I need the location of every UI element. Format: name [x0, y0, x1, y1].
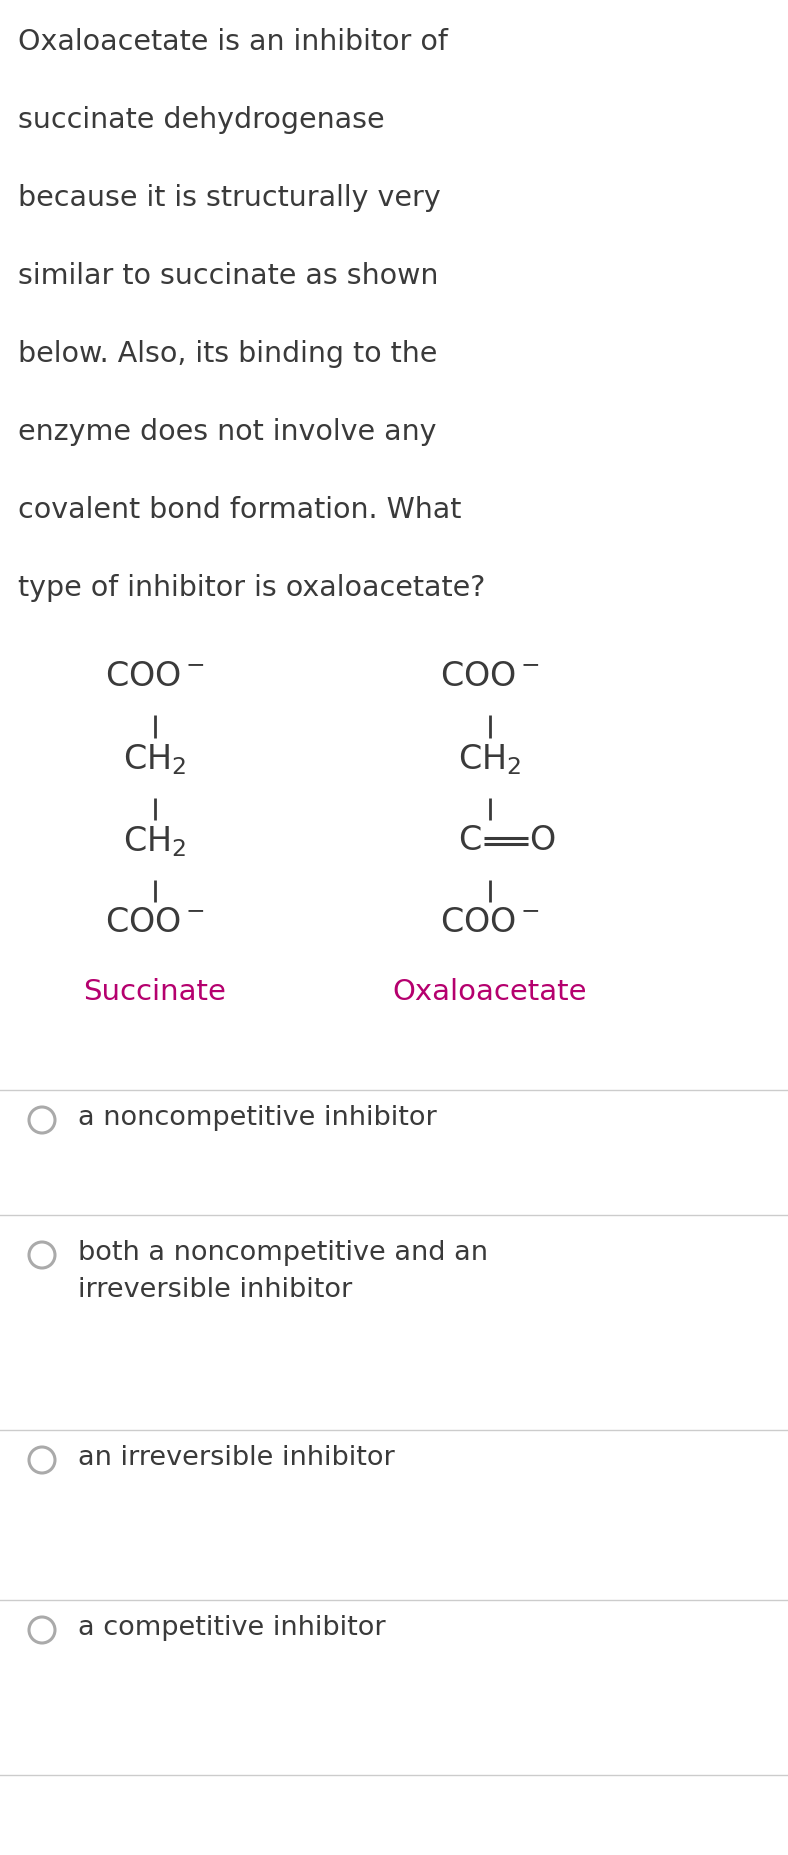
Text: a noncompetitive inhibitor: a noncompetitive inhibitor [78, 1106, 437, 1132]
Text: Oxaloacetate is an inhibitor of: Oxaloacetate is an inhibitor of [18, 28, 448, 56]
Text: below. Also, its binding to the: below. Also, its binding to the [18, 339, 437, 367]
Text: $\mathsf{COO}^-$: $\mathsf{COO}^-$ [105, 905, 205, 939]
Text: covalent bond formation. What: covalent bond formation. What [18, 495, 462, 523]
Text: Oxaloacetate: Oxaloacetate [392, 978, 587, 1005]
Text: Succinate: Succinate [84, 978, 226, 1005]
Text: $\mathsf{COO}^-$: $\mathsf{COO}^-$ [105, 660, 205, 694]
Text: type of inhibitor is oxaloacetate?: type of inhibitor is oxaloacetate? [18, 573, 485, 603]
Text: $\mathsf{COO}^-$: $\mathsf{COO}^-$ [440, 660, 540, 694]
Text: a competitive inhibitor: a competitive inhibitor [78, 1616, 385, 1642]
Text: similar to succinate as shown: similar to succinate as shown [18, 262, 438, 289]
Text: both a noncompetitive and an
irreversible inhibitor: both a noncompetitive and an irreversibl… [78, 1239, 488, 1302]
Text: $\mathsf{O}$: $\mathsf{O}$ [529, 824, 556, 857]
Text: $\mathsf{COO}^-$: $\mathsf{COO}^-$ [440, 905, 540, 939]
Text: $\mathsf{CH}_2$: $\mathsf{CH}_2$ [459, 742, 522, 777]
Text: $\mathsf{C}$: $\mathsf{C}$ [459, 824, 481, 857]
Text: $\mathsf{CH}_2$: $\mathsf{CH}_2$ [123, 824, 187, 859]
Text: enzyme does not involve any: enzyme does not involve any [18, 417, 437, 445]
Text: succinate dehydrogenase: succinate dehydrogenase [18, 106, 385, 134]
Text: an irreversible inhibitor: an irreversible inhibitor [78, 1445, 395, 1471]
Text: $\mathsf{CH}_2$: $\mathsf{CH}_2$ [123, 742, 187, 777]
Text: because it is structurally very: because it is structurally very [18, 184, 440, 211]
